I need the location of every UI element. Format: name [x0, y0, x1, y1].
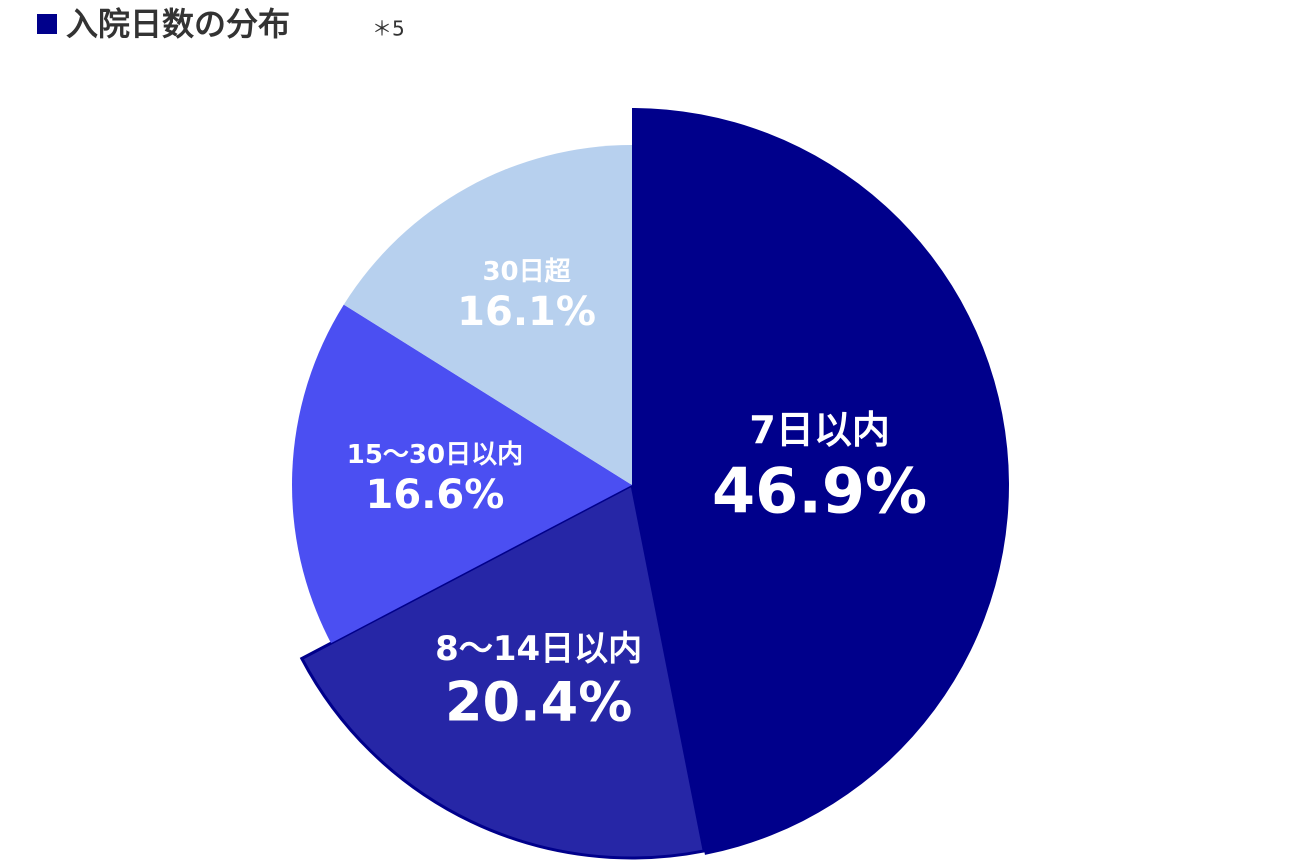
- title-note: ＊5: [372, 17, 405, 41]
- title-marker: [37, 14, 57, 34]
- slice-value-label: 46.9%: [712, 454, 927, 527]
- slice-value-label: 16.6%: [366, 472, 505, 518]
- slice-value-label: 16.1%: [457, 289, 596, 335]
- pie-slice: [632, 108, 1009, 855]
- slice-label: 8〜14日以内: [435, 629, 642, 669]
- pie-slice: [343, 145, 632, 485]
- slice-value-label: 20.4%: [445, 670, 632, 733]
- pie-slice: [299, 482, 706, 860]
- slice-label: 30日超: [482, 257, 571, 287]
- slice-label: 7日以内: [749, 408, 889, 452]
- chart-title: 入院日数の分布: [66, 5, 290, 43]
- slice-label: 15〜30日以内: [347, 440, 523, 470]
- pie-slice: [292, 304, 632, 644]
